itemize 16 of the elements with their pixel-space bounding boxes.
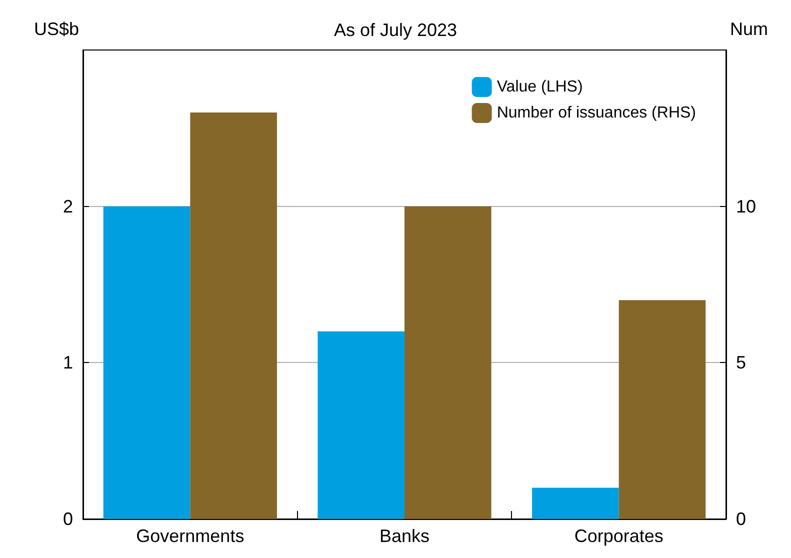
y-tick-label: 1 [62, 352, 73, 373]
y-axis-title: US$b [34, 19, 79, 39]
legend-label: Value (LHS) [496, 78, 583, 96]
y2-tick-label: 5 [736, 352, 746, 373]
x-tick-label: Corporates [574, 526, 664, 546]
y2-tick-label: 10 [736, 196, 756, 216]
bar [532, 488, 619, 519]
legend-label: Number of issuances (RHS) [496, 104, 696, 122]
y2-axis-title: Num [730, 19, 768, 39]
x-tick-label: Governments [136, 526, 244, 546]
bar [618, 300, 706, 519]
y2-tick-label: 0 [736, 509, 746, 529]
x-tick-label: Banks [379, 526, 430, 546]
y-tick-label: 2 [62, 196, 73, 216]
y-tick-label: 0 [62, 509, 73, 529]
chart-title: As of July 2023 [334, 20, 458, 40]
